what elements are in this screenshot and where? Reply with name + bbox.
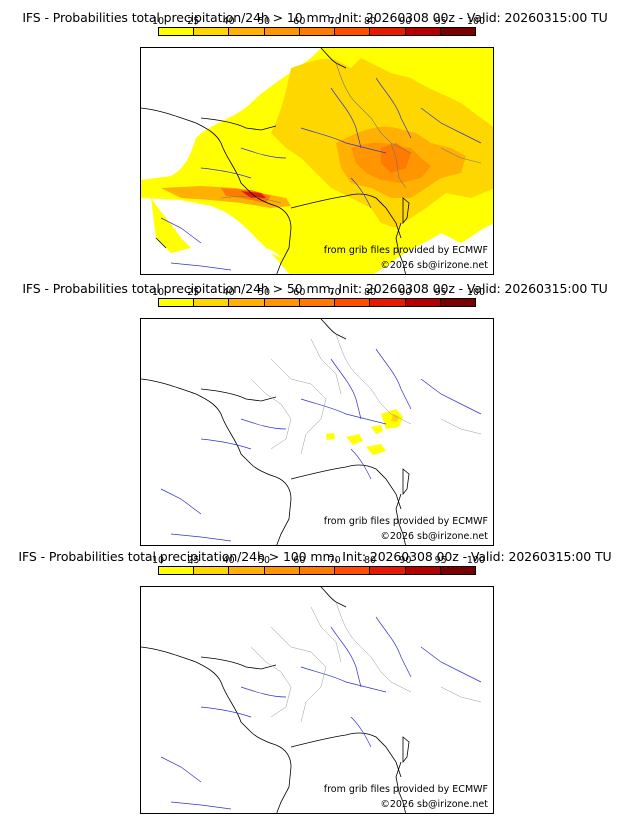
rivers (160, 616, 482, 810)
scale-tick-label: 70 (328, 555, 341, 566)
scale-color-swatch (299, 299, 336, 306)
scale-tick-label: 25 (187, 287, 200, 298)
scale-color-swatch (440, 567, 475, 574)
precip-map-10mm: from grib files provided by ECMWF ©2026 … (140, 47, 494, 275)
scale-bar (158, 27, 476, 36)
scale-tick-label: 40 (222, 555, 235, 566)
credit-source: from grib files provided by ECMWF (323, 516, 488, 527)
map-title: IFS - Probabilities total precipitation/… (22, 281, 608, 296)
scale-tick-label: 10 (151, 16, 165, 27)
scale-tick-label: 95 (434, 287, 447, 298)
borders (220, 62, 482, 204)
scale-tick-label: 80 (363, 287, 377, 298)
color-scale: 10 25 40 50 60 70 80 90 95 100 (152, 16, 485, 39)
rivers (160, 348, 482, 542)
coastlines (141, 319, 410, 545)
scale-tick-label: 90 (399, 16, 412, 27)
scale-color-swatch (264, 567, 300, 574)
scale-color-swatch (194, 299, 230, 306)
map-canvas (141, 319, 482, 545)
credit-copyright: ©2026 sb@irizone.net (380, 799, 488, 810)
coastlines (141, 48, 410, 274)
scale-tick-label: 50 (257, 555, 271, 566)
scale-color-swatch (229, 299, 265, 306)
scale-tick-label: 25 (187, 555, 200, 566)
precip-map-50mm: from grib files provided by ECMWF ©2026 … (140, 318, 494, 546)
borders (250, 333, 482, 455)
map-title: IFS - Probabilities total precipitation/… (22, 10, 608, 25)
scale-tick-label: 10 (151, 555, 165, 566)
scale-color-swatch (335, 567, 371, 574)
scale-bar (158, 298, 476, 307)
coastlines (141, 587, 410, 813)
scale-color-swatch (370, 567, 406, 574)
credit-source: from grib files provided by ECMWF (323, 784, 488, 795)
scale-tick-label: 80 (363, 16, 377, 27)
scale-color-swatch (299, 567, 336, 574)
scale-tick-label: 95 (434, 16, 447, 27)
scale-tick-label: 60 (293, 287, 306, 298)
color-scale: 10 25 40 50 60 70 80 90 95 100 (152, 555, 485, 578)
scale-tick-label: 70 (328, 16, 341, 27)
scale-bar (158, 566, 476, 575)
map-canvas (141, 48, 493, 274)
scale-color-swatch (405, 299, 441, 306)
credit-source: from grib files provided by ECMWF (323, 245, 488, 256)
scale-ticks: 10 25 40 50 60 70 80 90 95 100 (152, 555, 485, 566)
scale-color-swatch (264, 299, 300, 306)
scale-ticks: 10 25 40 50 60 70 80 90 95 100 (152, 287, 485, 298)
scale-color-swatch (370, 28, 406, 35)
scale-tick-label: 100 (466, 16, 486, 27)
credit-copyright: ©2026 sb@irizone.net (380, 260, 488, 271)
scale-color-swatch (159, 567, 195, 574)
scale-color-swatch (194, 28, 230, 35)
map-title: IFS - Probabilities total precipitation/… (18, 549, 612, 564)
scale-tick-label: 40 (222, 287, 235, 298)
scale-ticks: 10 25 40 50 60 70 80 90 95 100 (152, 16, 485, 27)
scale-tick-label: 80 (363, 555, 377, 566)
probability-field (326, 409, 403, 455)
scale-color-swatch (335, 299, 371, 306)
probability-field (141, 48, 493, 274)
scale-tick-label: 40 (222, 16, 235, 27)
scale-color-swatch (440, 28, 475, 35)
borders (250, 601, 482, 723)
scale-color-swatch (440, 299, 475, 306)
scale-tick-label: 95 (434, 555, 447, 566)
scale-color-swatch (159, 299, 195, 306)
scale-tick-label: 50 (257, 287, 271, 298)
credit-copyright: ©2026 sb@irizone.net (380, 531, 488, 542)
scale-color-swatch (370, 299, 406, 306)
color-scale: 10 25 40 50 60 70 80 90 95 100 (152, 287, 485, 310)
rivers (160, 77, 482, 271)
scale-color-swatch (229, 28, 265, 35)
scale-color-swatch (335, 28, 371, 35)
scale-tick-label: 60 (293, 555, 306, 566)
precip-map-100mm: from grib files provided by ECMWF ©2026 … (140, 586, 494, 814)
scale-tick-label: 25 (187, 16, 200, 27)
scale-color-swatch (159, 28, 195, 35)
scale-color-swatch (194, 567, 230, 574)
scale-tick-label: 100 (466, 287, 486, 298)
map-canvas (141, 587, 482, 813)
scale-tick-label: 90 (399, 287, 412, 298)
scale-tick-label: 90 (399, 555, 412, 566)
scale-color-swatch (299, 28, 336, 35)
scale-color-swatch (405, 567, 441, 574)
scale-color-swatch (405, 28, 441, 35)
scale-color-swatch (229, 567, 265, 574)
scale-tick-label: 10 (151, 287, 165, 298)
scale-tick-label: 100 (466, 555, 486, 566)
scale-color-swatch (264, 28, 300, 35)
scale-tick-label: 60 (293, 16, 306, 27)
scale-tick-label: 50 (257, 16, 271, 27)
scale-tick-label: 70 (328, 287, 341, 298)
